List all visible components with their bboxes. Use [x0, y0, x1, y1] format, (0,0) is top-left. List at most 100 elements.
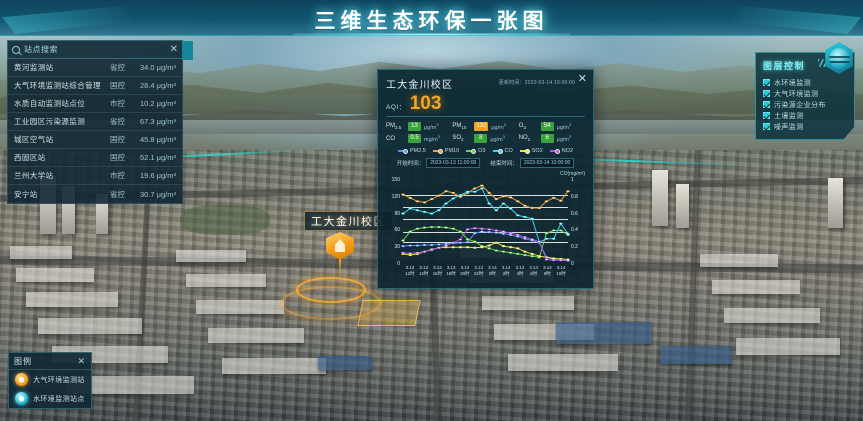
result-value: 28.4 μg/m³: [139, 81, 176, 90]
aqi-value: 103: [409, 93, 442, 114]
series-point: [495, 242, 498, 244]
series-point: [488, 248, 491, 250]
search-result-row[interactable]: 兰州大学站 市控 19.6 μg/m³: [8, 167, 182, 185]
series-legend-item[interactable]: SO2: [519, 148, 543, 154]
pollutant-trend-chart[interactable]: CO(mg/m³) 150 120 90 60 30 0 1 0.8 0.6 0.4 0.2 0 3…: [386, 171, 585, 280]
series-point: [545, 259, 548, 261]
series-point: [430, 226, 433, 228]
series-color-dot: [524, 148, 530, 154]
pollutant-unit: μg/m3: [424, 122, 439, 131]
search-result-row[interactable]: 城区空气站 国控 45.8 μg/m³: [8, 131, 182, 149]
series-color-bar: [432, 150, 441, 152]
series-point: [502, 231, 505, 233]
series-legend-item[interactable]: O3: [466, 148, 486, 154]
search-icon: [12, 45, 20, 54]
series-point: [402, 240, 405, 242]
x-tick-label: 3.13 14时: [418, 265, 429, 277]
result-name: 水质自动监测站点位: [14, 99, 86, 108]
start-time-field[interactable]: 开始时间： 2023-03-13 11:00:00: [397, 158, 481, 168]
layer-checkbox[interactable]: [763, 112, 770, 119]
layer-checkbox[interactable]: [763, 79, 770, 86]
series-point: [502, 195, 505, 197]
series-point: [430, 249, 433, 251]
pollutant-item: PM2.5 13 μg/m3: [386, 122, 452, 131]
layer-label: 污染源企业分布: [774, 101, 826, 109]
pollutant-unit: μg/m3: [490, 134, 505, 143]
map-legend-panel: 图例 ✕ 大气环境监测站 水环境监测站点: [8, 352, 92, 409]
series-point: [423, 211, 426, 213]
close-icon[interactable]: ✕: [577, 73, 587, 85]
series-point: [495, 232, 498, 234]
layer-list[interactable]: 水环境监测 大气环境监测污染源企业分布 土壤监测 噪声监测: [763, 77, 847, 132]
search-result-row[interactable]: 安宁站 省控 30.7 μg/m³: [8, 185, 182, 203]
date-range-row: 开始时间： 2023-03-13 11:00:00 结束时间： 2023-03-…: [386, 158, 585, 168]
result-value: 30.7 μg/m³: [139, 189, 176, 199]
map-marker[interactable]: 工大金川校区: [304, 211, 393, 275]
series-point: [502, 251, 505, 253]
series-point: [430, 213, 433, 215]
search-bar[interactable]: 站点搜索 ✕: [7, 40, 193, 60]
layer-item[interactable]: 噪声监测: [763, 121, 847, 132]
series-point: [502, 233, 505, 235]
series-point: [423, 202, 426, 204]
layer-item[interactable]: 大气环境监测: [763, 88, 847, 99]
end-time-label: 结束时间：: [490, 161, 518, 167]
series-point: [452, 242, 455, 244]
series-legend-item[interactable]: PM2.5: [397, 148, 426, 154]
result-type: 省控: [110, 117, 125, 126]
end-time-field[interactable]: 结束时间： 2023-03-14 10:00:00: [490, 158, 575, 168]
series-point: [495, 230, 498, 232]
series-point: [488, 231, 491, 233]
series-point: [423, 244, 426, 246]
clear-search-icon[interactable]: ✕: [169, 43, 178, 55]
series-point: [459, 231, 462, 233]
pollutant-value: 132: [474, 122, 489, 131]
pollutant-value: 6: [540, 134, 554, 143]
layer-checkbox[interactable]: [763, 123, 770, 130]
result-type: 省控: [110, 63, 125, 72]
series-point: [516, 215, 519, 217]
pollutant-name: PM2.5: [386, 122, 402, 131]
series-point: [538, 207, 541, 209]
y-tick-left: 0: [397, 261, 400, 267]
search-result-row[interactable]: 黄河监测站 省控 34.0 μg/m³: [8, 59, 182, 77]
search-result-row[interactable]: 水质自动监测站点位 市控 10.2 μg/m³: [8, 95, 182, 113]
search-result-row[interactable]: 大气环境监测站综合管理 国控 28.4 μg/m³: [8, 77, 182, 95]
series-point: [552, 258, 555, 260]
globe-layers-icon[interactable]: [823, 42, 855, 74]
series-point: [402, 194, 405, 196]
map-pin-icon[interactable]: [326, 232, 354, 260]
layer-item[interactable]: 污染源企业分布: [763, 99, 847, 110]
x-tick-label: 3.14 4时: [515, 265, 525, 277]
result-value: 19.6 μg/m³: [139, 171, 176, 180]
series-point: [402, 213, 405, 215]
series-color-bar: [549, 150, 558, 152]
series-color-bar: [519, 150, 528, 152]
chart-series-legend[interactable]: PM2.5 PM10 O3 CO SO2 NO2: [386, 148, 585, 154]
start-time-input[interactable]: 2023-03-13 11:00:00: [426, 158, 481, 168]
end-time-input[interactable]: 2023-03-14 10:00:00: [519, 158, 575, 168]
series-point: [473, 188, 476, 190]
search-input[interactable]: 站点搜索: [24, 45, 58, 54]
layer-checkbox[interactable]: [763, 90, 770, 97]
search-results-list[interactable]: 黄河监测站 省控 34.0 μg/m³ 大气环境监测站综合管理 国控 28.4 μg/m³…: [7, 59, 183, 204]
close-icon[interactable]: ✕: [77, 356, 86, 366]
series-legend-item[interactable]: CO: [492, 148, 513, 154]
series-point: [538, 241, 541, 243]
pollutant-name: SO2: [452, 134, 464, 143]
layer-item[interactable]: 水环境监测: [763, 77, 847, 88]
layer-item[interactable]: 土壤监测: [763, 110, 847, 121]
series-legend-item[interactable]: PM10: [432, 148, 459, 154]
search-result-row[interactable]: 西固区站 国控 52.1 μg/m³: [8, 149, 182, 167]
x-tick-label: 3.13 12时: [405, 265, 415, 277]
pollutant-unit: μg/m3: [491, 122, 506, 131]
layer-checkbox[interactable]: [763, 101, 770, 108]
series-point: [409, 231, 412, 233]
series-legend-item[interactable]: NO2: [549, 148, 573, 154]
series-point: [459, 239, 462, 241]
search-result-row[interactable]: 工业园区污染源监测 省控 67.3 μg/m³: [8, 113, 182, 131]
series-point: [473, 191, 476, 193]
result-type: 国控: [110, 135, 125, 144]
pollutant-name: O3: [518, 122, 526, 131]
search-submit-button[interactable]: [182, 41, 193, 60]
